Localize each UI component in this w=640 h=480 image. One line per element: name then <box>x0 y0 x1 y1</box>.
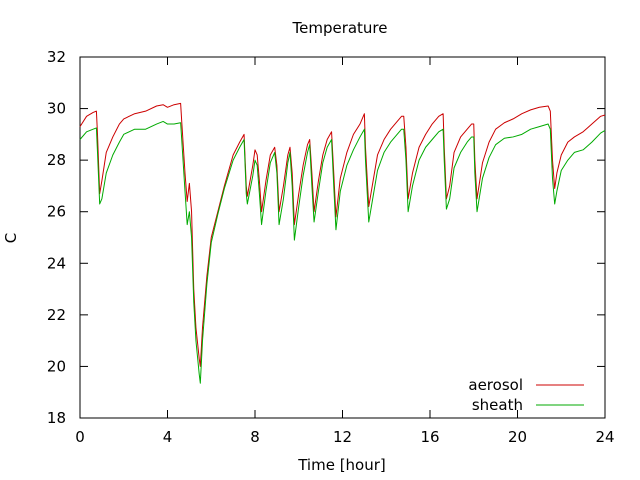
x-tick-label: 24 <box>595 428 614 446</box>
x-tick-label: 16 <box>420 428 439 446</box>
x-axis-label: Time [hour] <box>297 456 386 474</box>
y-tick-label: 28 <box>47 151 66 169</box>
x-tick-label: 4 <box>163 428 173 446</box>
x-tick-label: 8 <box>250 428 260 446</box>
y-tick-label: 22 <box>47 306 66 324</box>
plot-frame <box>79 56 606 419</box>
series-lines <box>79 102 606 384</box>
y-tick-label: 24 <box>47 254 66 272</box>
y-tick-label: 20 <box>47 357 66 375</box>
x-tick-label: 20 <box>508 428 527 446</box>
x-tick-label: 0 <box>75 428 85 446</box>
y-tick-label: 30 <box>47 100 66 118</box>
axis-ticks: 0 4 8 12 16 20 24 18 20 22 24 26 28 30 32 <box>47 48 615 446</box>
y-tick-label: 26 <box>47 203 66 221</box>
y-tick-label: 18 <box>47 409 66 427</box>
series-line-sheath <box>79 120 606 384</box>
y-axis-label: C <box>2 233 20 243</box>
series-line-aerosol <box>79 102 606 367</box>
legend-label-sheath: sheath <box>472 396 523 414</box>
x-tick-label: 12 <box>333 428 352 446</box>
chart-title: Temperature <box>291 19 387 37</box>
legend: aerosol sheath <box>468 376 584 414</box>
legend-label-aerosol: aerosol <box>468 376 523 394</box>
y-tick-label: 32 <box>47 48 66 66</box>
